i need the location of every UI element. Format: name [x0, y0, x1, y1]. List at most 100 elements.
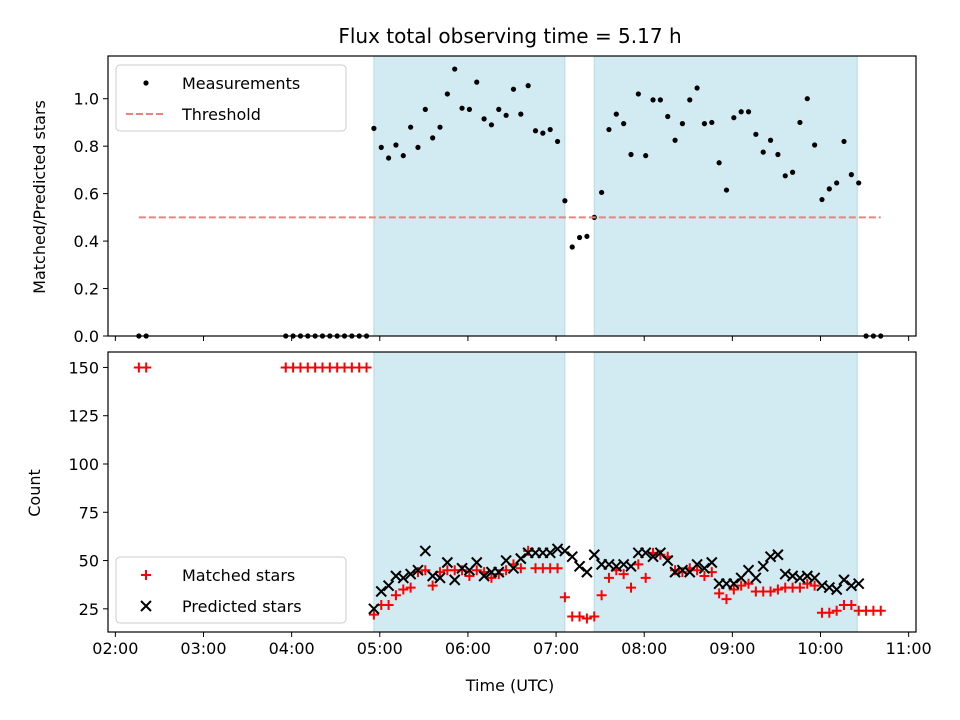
xtick-label: 08:00: [621, 639, 667, 658]
predicted-stars-point: [375, 585, 387, 598]
measurement-point: [540, 130, 546, 136]
bottom-axes-frame: [107, 351, 917, 633]
matched-stars-point: [721, 594, 732, 605]
measurement-point: [834, 180, 840, 186]
matched-stars-point: [383, 599, 394, 610]
top-ytick-label: 0.4: [74, 232, 99, 251]
matched-stars-point: [736, 580, 747, 591]
top-ytick-label: 1.0: [74, 90, 99, 109]
matched-stars-point: [875, 605, 886, 616]
measurement-point: [459, 105, 465, 111]
predicted-stars-point: [544, 547, 556, 559]
xtick-label: 10:00: [797, 639, 843, 658]
top-panel: 0.0 0.2 0.4 0.6 0.8 1.0 Measurements Threshold: [74, 55, 917, 346]
measurement-point: [599, 189, 605, 196]
matched-stars-point: [714, 588, 725, 599]
matched-stars-point: [420, 565, 431, 576]
matched-stars-point: [581, 613, 592, 624]
predicted-stars-point: [471, 556, 483, 569]
legend-label: Matched stars: [182, 566, 295, 585]
measurement-point: [562, 198, 568, 204]
predicted-stars-point: [566, 550, 578, 563]
top-ytick-label: 0.8: [74, 137, 99, 156]
matched-stars-point: [405, 582, 416, 593]
predicted-stars-point: [493, 566, 505, 578]
bottom-legend: Matched stars Predicted stars: [115, 556, 347, 624]
predicted-stars-point: [750, 572, 762, 584]
measurement-point: [613, 111, 619, 117]
matched-stars-point: [361, 362, 372, 373]
measurement-point: [452, 66, 458, 72]
predicted-stars-point: [772, 549, 784, 561]
matched-stars-point: [633, 559, 644, 570]
measurement-point: [466, 106, 472, 112]
measurement-point: [569, 244, 575, 250]
measurement-point: [635, 91, 641, 97]
bottom-panel: 25 50 75 100 125 150 02:00 03:00 04:00 05:00 06:00…: [68, 351, 932, 658]
predicted-stars-point: [559, 545, 571, 557]
matched-stars-point: [552, 563, 563, 574]
top-legend: Measurements Threshold: [115, 64, 347, 132]
measurement-point: [672, 137, 678, 143]
measurement-point: [716, 160, 722, 166]
bottom-ylabel: Count: [25, 469, 44, 517]
predicted-stars-point: [706, 556, 718, 569]
measurement-point: [826, 186, 832, 192]
top-ylabel: Matched/Predicted stars: [30, 100, 49, 294]
measurement-point: [584, 233, 590, 239]
measurement-point: [503, 112, 509, 118]
predicted-stars-point: [662, 554, 674, 567]
matched-stars-point: [824, 607, 835, 618]
measurement-point: [408, 124, 414, 130]
matched-stars-point: [471, 565, 482, 576]
bottom-shaded-interval-1: [373, 351, 566, 633]
measurement-point: [576, 234, 583, 241]
predicted-stars-point: [368, 603, 380, 615]
top-series: [136, 66, 884, 339]
measurement-point: [767, 137, 774, 143]
measurement-point: [496, 106, 502, 112]
matched-stars-point: [765, 586, 776, 597]
predicted-stars-point: [434, 572, 446, 584]
predicted-stars-point: [639, 547, 652, 559]
top-ytick-label: 0.6: [74, 185, 99, 204]
matched-stars-point: [809, 580, 820, 591]
measurement-point: [701, 121, 708, 127]
matched-stars-point: [625, 582, 636, 593]
measurement-point: [738, 109, 744, 115]
measurement-point: [488, 122, 495, 128]
predicted-stars-point: [573, 560, 586, 573]
xtick-label: 06:00: [445, 639, 491, 658]
xtick-label: 03:00: [180, 639, 226, 658]
chart-title: Flux total observing time = 5.17 h: [338, 24, 681, 48]
measurement-point: [437, 124, 443, 130]
predicted-stars-point: [698, 562, 711, 574]
matched-stars-point: [501, 565, 512, 576]
matched-stars-point: [846, 599, 857, 610]
measurement-point: [797, 119, 803, 126]
measurement-point: [789, 169, 796, 175]
legend-label: Predicted stars: [182, 597, 302, 616]
predicted-stars-point: [728, 578, 740, 590]
measurement-point: [606, 126, 612, 133]
measurement-point: [679, 121, 686, 127]
predicted-stars-point: [515, 552, 527, 565]
matched-stars-point: [398, 584, 409, 595]
matched-stars-point: [515, 563, 526, 574]
measurement-point: [444, 91, 450, 97]
measurement-point: [371, 125, 377, 131]
legend-label: Threshold: [181, 105, 261, 124]
matched-stars-point: [618, 569, 629, 580]
matched-stars-point: [368, 609, 379, 620]
matched-stars-point: [464, 571, 475, 581]
bottom-ytick-label: 150: [68, 358, 99, 377]
predicted-stars-point: [830, 583, 843, 596]
matched-stars-point: [743, 578, 754, 589]
predicted-stars-point: [441, 556, 454, 569]
bottom-ytick-label: 50: [79, 552, 99, 571]
measurement-point: [819, 196, 825, 203]
matched-stars-point: [772, 584, 783, 595]
xtick-label: 11:00: [886, 639, 932, 658]
measurement-point: [731, 115, 737, 121]
